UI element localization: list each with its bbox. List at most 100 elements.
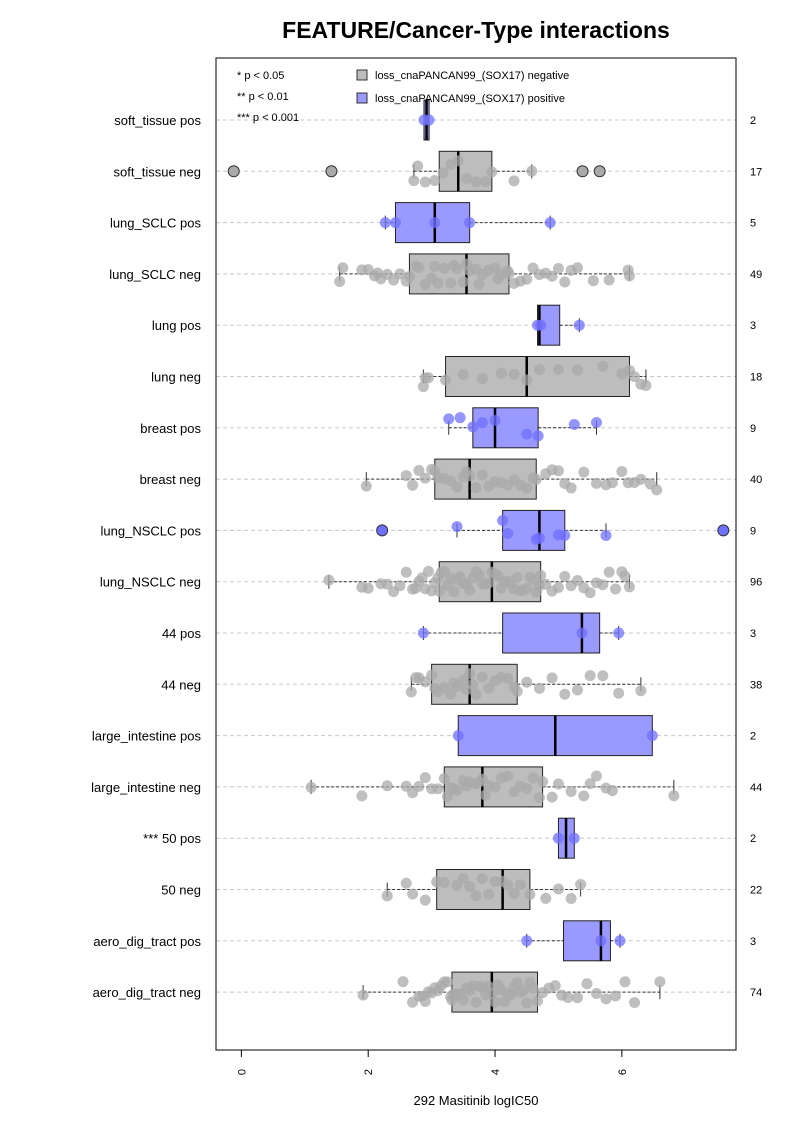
data-point — [389, 217, 401, 229]
group-count: 2 — [750, 833, 756, 845]
data-point — [526, 165, 538, 177]
data-point — [451, 481, 463, 493]
data-point — [362, 582, 374, 594]
data-point — [573, 319, 585, 331]
data-point — [559, 688, 571, 700]
data-point — [448, 586, 460, 598]
data-point — [571, 364, 583, 376]
outlier-point — [593, 165, 606, 178]
data-point — [476, 873, 488, 885]
data-point — [476, 469, 488, 481]
data-point — [646, 730, 658, 742]
significance-key-item: *** p < 0.001 — [237, 112, 299, 124]
data-point — [429, 217, 441, 229]
data-point — [559, 570, 571, 582]
data-point — [400, 470, 412, 482]
x-tick-label: 6 — [617, 1069, 629, 1075]
group-label: lung neg — [151, 370, 201, 385]
data-point — [508, 888, 520, 900]
data-point — [552, 262, 564, 274]
data-point — [518, 984, 530, 996]
group-label: breast pos — [140, 421, 201, 436]
group-count: 9 — [750, 525, 756, 537]
data-point — [422, 565, 434, 577]
data-point — [480, 789, 492, 801]
group-count: 5 — [750, 218, 756, 230]
data-point — [381, 578, 393, 590]
data-point — [443, 413, 455, 425]
data-point — [489, 996, 501, 1008]
data-point — [405, 686, 417, 698]
data-point — [460, 172, 472, 184]
outlier-point — [576, 165, 589, 178]
data-point — [464, 584, 476, 596]
group-count: 9 — [750, 423, 756, 435]
group-label: lung_NSCLC neg — [100, 575, 201, 590]
data-point — [530, 473, 542, 485]
group-count: 2 — [750, 115, 756, 127]
data-point — [527, 772, 539, 784]
data-point — [476, 671, 488, 683]
data-point — [635, 685, 647, 697]
data-point — [565, 482, 577, 494]
data-point — [445, 277, 457, 289]
data-point — [489, 414, 501, 426]
data-point — [397, 976, 409, 988]
data-point — [486, 988, 498, 1000]
data-point — [445, 688, 457, 700]
data-point — [640, 380, 652, 392]
data-point — [521, 997, 533, 1009]
data-point — [511, 977, 523, 989]
data-point — [584, 670, 596, 682]
data-point — [489, 781, 501, 793]
data-point — [590, 770, 602, 782]
data-point — [521, 676, 533, 688]
data-point — [470, 890, 482, 902]
label-layer: soft_tissue pos 2 soft_tissue neg 17 lung_SC… — [91, 113, 762, 1000]
data-point — [454, 412, 466, 424]
data-point — [503, 268, 515, 280]
x-tick-label: 0 — [236, 1069, 248, 1075]
group-count: 2 — [750, 731, 756, 743]
data-point — [412, 160, 424, 172]
data-point — [565, 893, 577, 905]
data-point — [559, 276, 571, 288]
data-point — [514, 879, 526, 891]
group-label: soft_tissue pos — [114, 113, 201, 128]
plot-frame — [215, 57, 737, 1051]
data-point — [429, 175, 441, 187]
data-point — [413, 262, 425, 274]
data-point — [452, 155, 464, 167]
data-point — [668, 790, 680, 802]
x-tick-label: 2 — [363, 1069, 375, 1075]
data-point — [629, 997, 641, 1009]
outlier-point — [376, 524, 389, 537]
data-point — [610, 990, 622, 1002]
data-point — [584, 778, 596, 790]
data-point — [437, 167, 449, 179]
box-layer — [310, 99, 675, 1013]
data-point — [476, 373, 488, 385]
group-label: lung_NSCLC pos — [101, 523, 202, 538]
group-count: 3 — [750, 628, 756, 640]
group-label: 44 neg — [161, 677, 201, 692]
group-label: 44 pos — [162, 626, 202, 641]
data-point — [532, 430, 544, 442]
data-point — [422, 372, 434, 384]
data-point — [610, 583, 622, 595]
data-point — [613, 687, 625, 699]
group-count: 3 — [750, 320, 756, 332]
data-point — [552, 364, 564, 376]
data-point — [451, 521, 463, 533]
x-tick-label: 4 — [490, 1069, 502, 1075]
data-point — [546, 672, 558, 684]
data-point — [521, 374, 533, 386]
group-label: lung_SCLC neg — [109, 267, 201, 282]
data-point — [527, 982, 539, 994]
data-point — [502, 879, 514, 891]
group-label: 50 neg — [161, 883, 201, 898]
group-label: large_intestine pos — [92, 729, 202, 744]
data-point — [576, 627, 588, 639]
data-point — [533, 682, 545, 694]
